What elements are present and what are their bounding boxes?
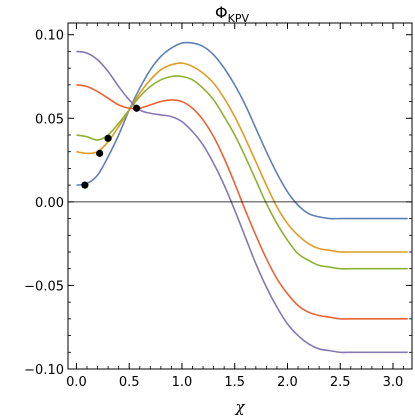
series-line-2 [76,62,408,253]
y-tick-label-2: 0.00 [35,196,64,211]
series-layer [76,41,408,354]
chart-title-main: Φ [215,3,228,22]
series-line-3 [76,75,408,270]
marked-point-1 [81,181,89,189]
marked-point-2 [96,149,104,157]
x-tick-label-4: 2.0 [277,375,298,390]
marked-point-4 [132,104,141,112]
tick-layer: 0.0 0.5 1.0 1.5 2.0 2.5 3.0 0.10 0.05 0.00 −0.05 −0… [24,23,412,390]
series-line-4 [76,84,408,320]
plot-frame-rect [67,22,413,370]
y-tick-label-4: −0.10 [24,363,64,378]
x-tick-label-6: 3.0 [383,375,404,390]
series-line-5 [76,50,408,354]
x-axis-title: χ [234,398,245,416]
x-tick-label-1: 0.5 [119,375,140,390]
chart-title: ΦKPV [215,3,249,25]
x-tick-label-3: 1.5 [224,375,245,390]
point-layer [81,104,141,189]
plot-frame [67,22,413,370]
chart-title-subscript: KPV [228,12,250,25]
x-tick-label-5: 2.5 [330,375,351,390]
x-tick-label-0: 0.0 [66,375,87,390]
y-tick-label-1: 0.05 [35,112,64,127]
y-tick-label-3: −0.05 [24,279,64,294]
y-tick-label-0: 0.10 [35,29,64,44]
x-tick-label-2: 1.0 [172,375,193,390]
marked-point-3 [104,134,112,142]
